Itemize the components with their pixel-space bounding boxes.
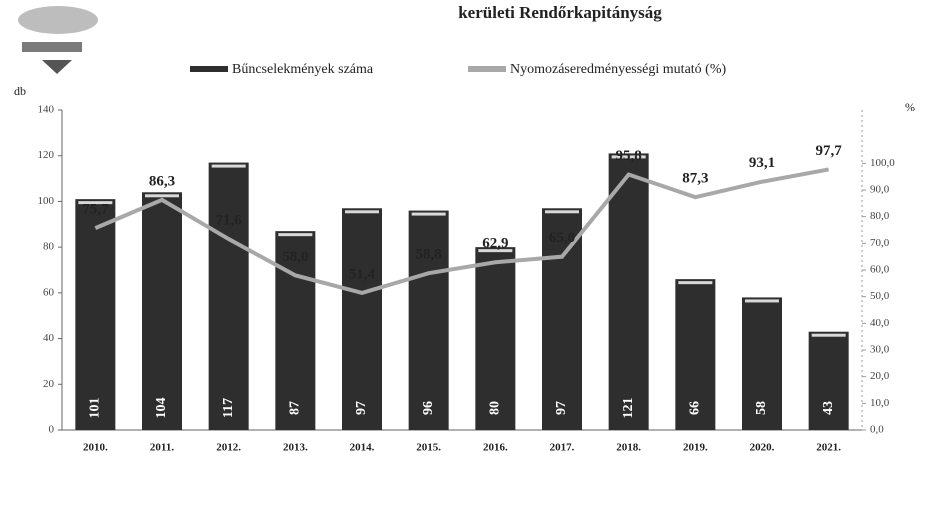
- bar-value-label: 117: [221, 398, 236, 418]
- bar: [808, 331, 849, 430]
- bar: [342, 208, 382, 430]
- y-tick-label: 80: [43, 241, 55, 253]
- y2-tick-label: 40,0: [870, 317, 890, 329]
- y2-tick-label: 20,0: [870, 370, 890, 382]
- bar-highlight: [811, 333, 846, 337]
- y2-tick-label: 0,0: [870, 424, 884, 436]
- bar: [742, 297, 782, 430]
- line-value-label: 93,1: [749, 155, 775, 171]
- legend-label: Bűncselekmények száma: [232, 62, 374, 77]
- bar-value-label: 97: [554, 401, 569, 415]
- line-value-label: 51,4: [349, 266, 376, 282]
- bar-highlight: [745, 299, 779, 303]
- bar-highlight: [345, 210, 379, 214]
- legend-label: Nyomozáseredményességi mutató (%): [510, 62, 726, 77]
- x-tick-label: 2013.: [283, 442, 308, 454]
- line-value-label: 87,3: [682, 171, 708, 187]
- y-axis-label: db: [14, 84, 26, 98]
- y2-tick-label: 50,0: [870, 290, 890, 302]
- y-tick-label: 20: [43, 378, 55, 390]
- legend-swatch: [468, 66, 506, 72]
- x-tick-label: 2020.: [750, 442, 775, 454]
- y-tick-label: 100: [38, 195, 55, 207]
- y2-tick-label: 60,0: [870, 264, 890, 276]
- logo: [18, 6, 98, 74]
- bar: [275, 231, 316, 430]
- bar-value-label: 101: [88, 398, 103, 419]
- y-tick-label: 120: [38, 149, 55, 161]
- bar-value-label: 104: [154, 398, 169, 419]
- y2-tick-label: 80,0: [870, 210, 890, 222]
- bar-value-label: 87: [288, 401, 303, 415]
- y2-tick-label: 90,0: [870, 184, 890, 196]
- line: [94, 167, 830, 296]
- bar-highlight: [545, 210, 579, 214]
- y2-tick-label: 100,0: [870, 157, 895, 169]
- bar-value-label: 58: [754, 401, 769, 415]
- x-tick-label: 2016.: [483, 442, 508, 454]
- bar: [75, 199, 116, 430]
- bar-value-label: 97: [354, 401, 369, 415]
- bar-value-label: 66: [688, 401, 703, 415]
- line-value-label: 71,6: [216, 213, 243, 229]
- y2-tick-label: 70,0: [870, 237, 890, 249]
- bar: [408, 210, 449, 430]
- x-tick-label: 2017.: [550, 442, 575, 454]
- y-tick-label: 140: [38, 104, 55, 116]
- line-value-label: 65,0: [549, 230, 575, 246]
- x-tick-label: 2012.: [216, 442, 241, 454]
- y-tick-label: 40: [43, 332, 55, 344]
- x-tick-label: 2018.: [616, 442, 641, 454]
- x-tick-label: 2014.: [350, 442, 375, 454]
- line-value-label: 58,0: [282, 249, 308, 265]
- y-tick-label: 60: [43, 286, 55, 298]
- bar-value-label: 43: [821, 401, 836, 415]
- line-value-label: 62,9: [482, 236, 508, 252]
- bar: [608, 153, 649, 430]
- bar-value-label: 121: [621, 398, 636, 419]
- bar: [542, 208, 582, 430]
- bar-highlight: [411, 212, 446, 216]
- bar-highlight: [611, 155, 646, 159]
- bar-highlight: [278, 233, 313, 237]
- x-tick-label: 2019.: [683, 442, 708, 454]
- bar: [208, 162, 249, 431]
- bar: [142, 192, 182, 430]
- line-value-label: 75,7: [82, 202, 109, 218]
- line-value-label: 97,7: [816, 143, 843, 159]
- bar-highlight: [145, 194, 179, 198]
- bar: [675, 279, 716, 430]
- chart-title: kerületi Rendőrkapitányság: [458, 3, 662, 22]
- bar-value-label: 96: [421, 401, 436, 415]
- bar-highlight: [478, 249, 513, 253]
- legend-swatch: [190, 66, 228, 72]
- x-tick-label: 2011.: [150, 442, 174, 454]
- bar: [475, 247, 516, 430]
- y2-tick-label: 30,0: [870, 344, 890, 356]
- x-tick-label: 2015.: [416, 442, 441, 454]
- x-tick-label: 2010.: [83, 442, 108, 454]
- y2-tick-label: 10,0: [870, 397, 890, 409]
- line-value-label: 95,8: [616, 148, 642, 164]
- bar-highlight: [78, 201, 113, 205]
- y-tick-label: 0: [49, 424, 55, 436]
- line-value-label: 58,8: [416, 247, 442, 263]
- line-value-label: 86,3: [149, 173, 175, 189]
- bar-highlight: [678, 281, 713, 285]
- bar-value-label: 80: [488, 401, 503, 415]
- x-tick-label: 2021.: [816, 442, 841, 454]
- bar-highlight: [211, 164, 246, 168]
- y2-axis-label: %: [905, 100, 915, 114]
